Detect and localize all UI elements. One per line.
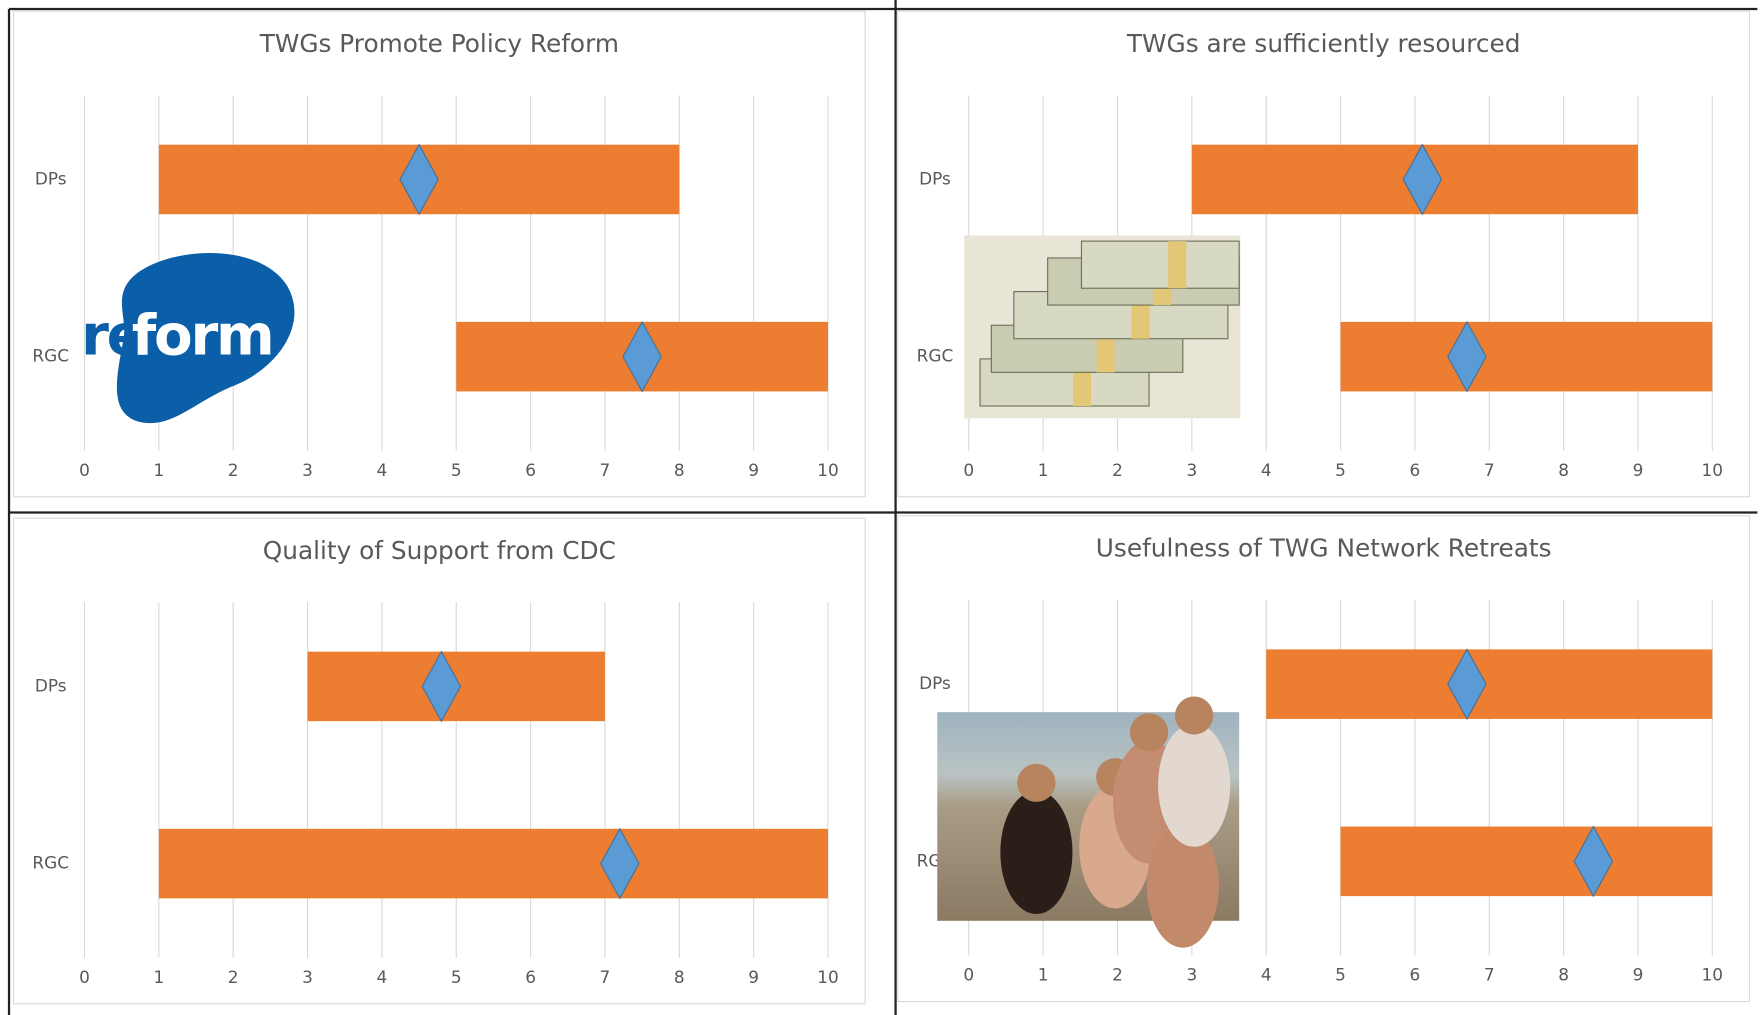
x-tick-label: 1 [1038,460,1049,480]
plot-frame [14,518,866,1004]
x-tick-label: 8 [1558,965,1569,985]
x-tick-label: 8 [674,967,685,987]
money-photo [964,236,1240,419]
y-tick-label: DPs [35,168,67,188]
x-tick-label: 5 [1335,965,1346,985]
range-bar [1341,827,1713,897]
x-tick-label: 8 [674,460,685,480]
person-head [1175,696,1213,734]
x-tick-label: 1 [153,967,164,987]
x-tick-label: 3 [302,967,313,987]
retreat-photo [937,696,1239,947]
chart-title: Quality of Support from CDC [263,536,616,565]
x-tick-label: 3 [1186,460,1197,480]
chart-panel: Quality of Support from CDC 0 1 2 3 4 5 6 7 8 9 10 D… [14,518,866,1004]
figure: TWGs Promote Policy Reform012345678910DP… [0,0,1763,1015]
x-tick-label: 8 [1558,460,1569,480]
bill-band [1168,241,1186,288]
x-tick-label: 6 [1410,460,1421,480]
chart-title: TWGs Promote Policy Reform [259,29,619,58]
person-head [1130,713,1168,751]
chart-panel: TWGs Promote Policy Reform 0 1 2 3 4 5 6 7 8 9 10 DP… [14,11,866,497]
x-tick-label: 2 [1112,460,1123,480]
x-tick-label: 9 [748,967,759,987]
chart-title: Usefulness of TWG Network Retreats [1096,534,1552,563]
x-tick-label: 3 [302,460,313,480]
x-tick-label: 2 [228,967,239,987]
y-tick-label: RGC [917,346,954,366]
y-tick-label: DPs [919,673,951,693]
x-tick-label: 9 [1633,460,1644,480]
y-tick-label: RGC [32,853,69,873]
x-tick-label: 3 [1186,965,1197,985]
x-tick-label: 9 [1633,965,1644,985]
x-tick-label: 6 [525,460,536,480]
x-tick-label: 5 [451,460,462,480]
range-bar [1266,649,1712,719]
x-tick-label: 10 [1702,965,1724,985]
x-tick-label: 0 [963,460,974,480]
plot-frame [14,11,866,497]
x-tick-label: 10 [817,967,839,987]
x-tick-label: 7 [1484,965,1495,985]
x-tick-label: 4 [377,460,388,480]
y-tick-label: RGC [32,346,69,366]
range-bar [159,829,828,899]
y-tick-label: DPs [919,168,951,188]
x-tick-label: 4 [1261,460,1272,480]
person [1000,791,1072,914]
person-head [1017,764,1055,802]
y-tick-label: DPs [35,675,67,695]
x-tick-label: 5 [451,967,462,987]
bill-stack [1081,241,1239,288]
x-tick-label: 7 [600,967,611,987]
x-tick-label: 2 [228,460,239,480]
person [1158,723,1230,846]
x-tick-label: 5 [1335,460,1346,480]
x-tick-label: 10 [1702,460,1724,480]
x-tick-label: 9 [748,460,759,480]
x-tick-label: 0 [79,967,90,987]
x-tick-label: 6 [525,967,536,987]
x-tick-label: 0 [963,965,974,985]
x-tick-label: 4 [1261,965,1272,985]
logo-text: form [132,303,273,368]
x-tick-label: 0 [79,460,90,480]
x-tick-label: 10 [817,460,839,480]
x-tick-label: 1 [1038,965,1049,985]
x-tick-label: 7 [600,460,611,480]
x-tick-label: 2 [1112,965,1123,985]
x-tick-label: 6 [1410,965,1421,985]
x-tick-label: 4 [377,967,388,987]
range-bar [1341,322,1713,392]
page: {"chart_data": [ {"type": "floating-bar"… [0,0,1763,1015]
x-tick-label: 1 [153,460,164,480]
x-tick-label: 7 [1484,460,1495,480]
chart-title: TWGs are sufficiently resourced [1126,29,1521,58]
